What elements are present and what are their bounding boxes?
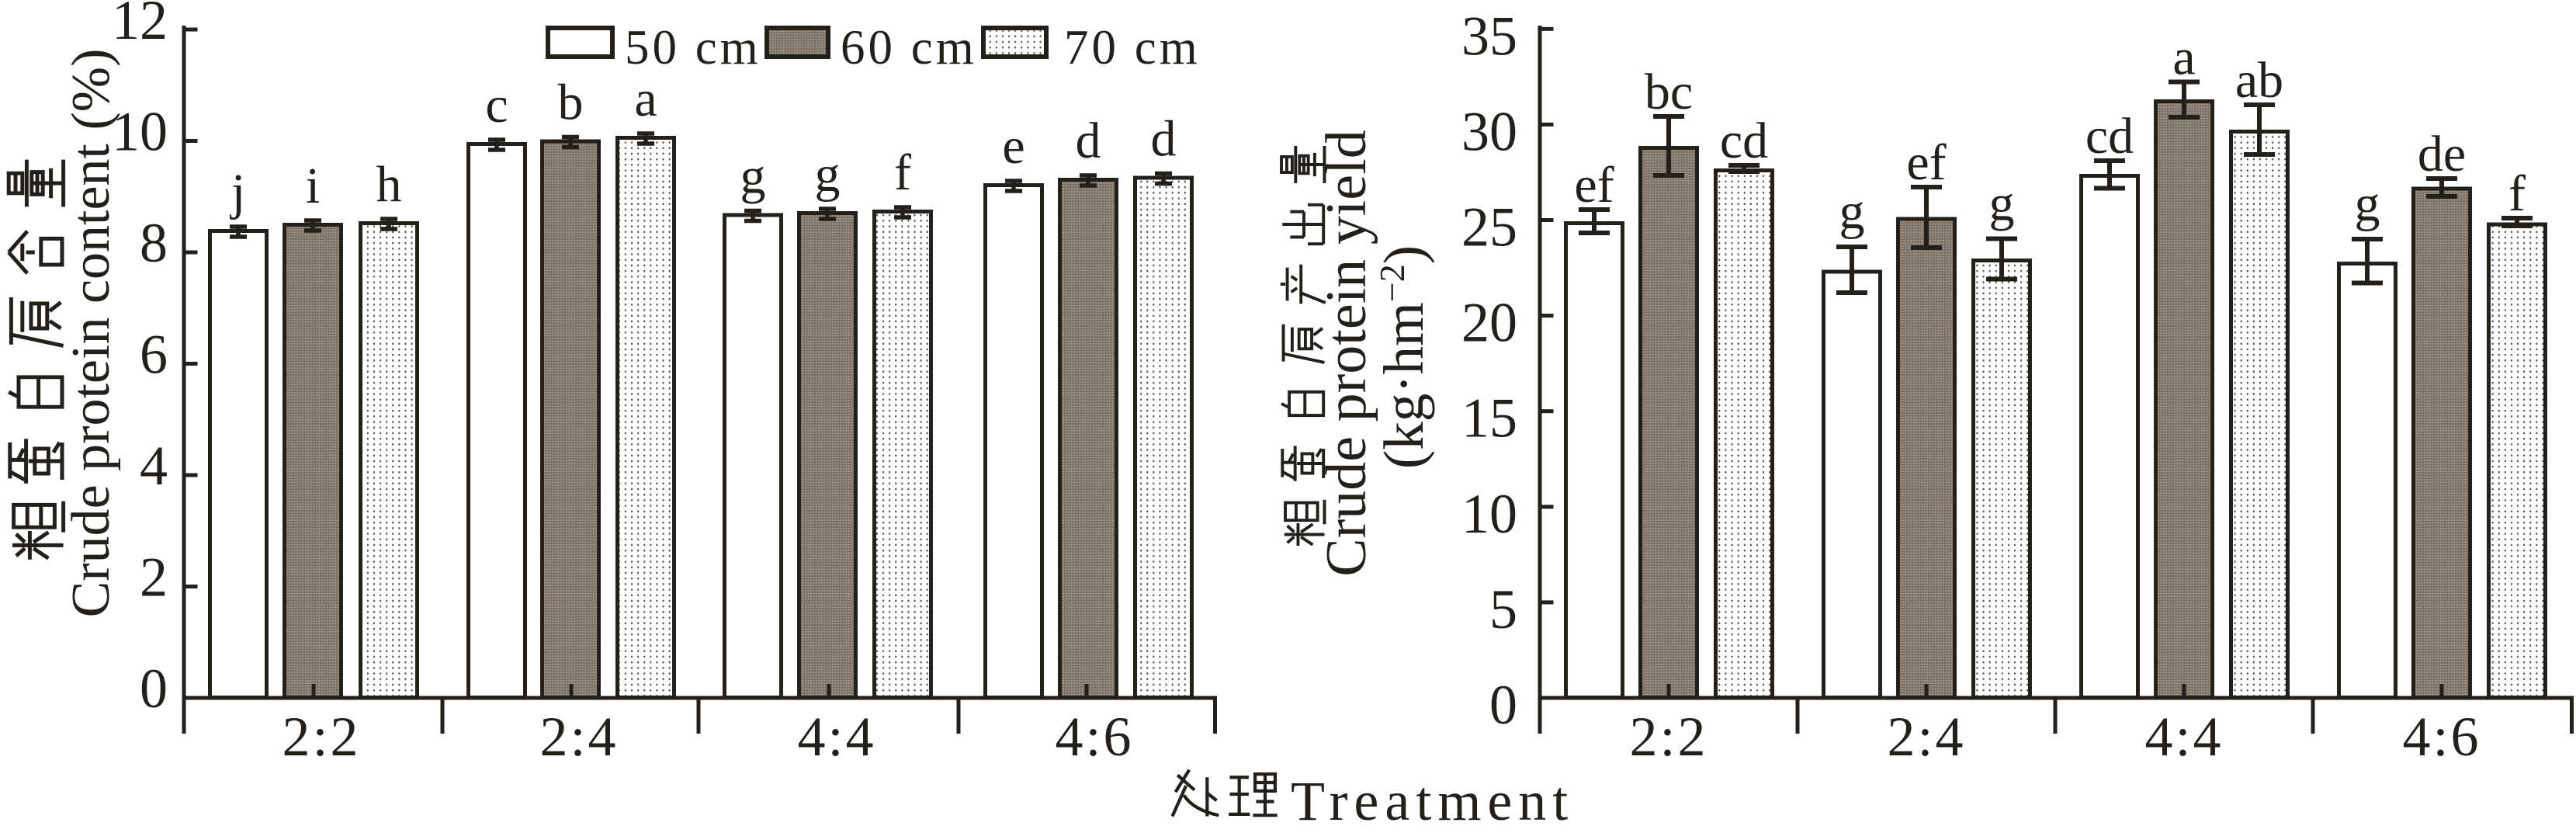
svg-text:2: 2 <box>140 547 168 609</box>
svg-text:cd: cd <box>1720 113 1768 169</box>
svg-text:15: 15 <box>1461 387 1517 449</box>
svg-text:4:4: 4:4 <box>2144 706 2223 768</box>
svg-text:c: c <box>485 77 508 134</box>
svg-text:4:4: 4:4 <box>797 706 875 768</box>
svg-text:30: 30 <box>1461 100 1517 162</box>
svg-text:ef: ef <box>1906 134 1946 191</box>
svg-text:0: 0 <box>1489 674 1517 736</box>
svg-text:i: i <box>306 158 320 214</box>
svg-text:ef: ef <box>1574 157 1614 213</box>
svg-text:20: 20 <box>1461 292 1517 354</box>
svg-text:8: 8 <box>140 212 168 274</box>
svg-text:de: de <box>2418 126 2466 182</box>
svg-text:4:6: 4:6 <box>2402 706 2481 768</box>
svg-text:70 cm: 70 cm <box>1064 20 1201 75</box>
svg-text:g: g <box>1989 175 2015 232</box>
svg-text:g: g <box>815 146 841 203</box>
svg-text:10: 10 <box>1461 483 1517 545</box>
svg-text:5: 5 <box>1489 578 1517 640</box>
svg-text:12: 12 <box>112 0 168 51</box>
svg-text:25: 25 <box>1461 196 1517 259</box>
svg-text:50 cm: 50 cm <box>625 20 761 75</box>
svg-text:Crude protein yield: Crude protein yield <box>1315 130 1378 576</box>
svg-text:g: g <box>740 148 766 205</box>
svg-text:d: d <box>1151 111 1177 168</box>
svg-text:b: b <box>558 75 584 131</box>
svg-text:2:4: 2:4 <box>1887 706 1965 768</box>
svg-text:(kg·hm−2): (kg·hm−2) <box>1372 245 1435 469</box>
svg-text:g: g <box>1839 183 1865 240</box>
svg-text:Crude protein content (%): Crude protein content (%) <box>61 49 121 618</box>
svg-text:2:2: 2:2 <box>1629 706 1708 768</box>
svg-text:4:6: 4:6 <box>1055 706 1133 768</box>
svg-text:j: j <box>230 164 245 220</box>
svg-text:d: d <box>1076 113 1101 169</box>
svg-text:2:2: 2:2 <box>282 706 360 768</box>
svg-text:60 cm: 60 cm <box>841 20 977 75</box>
svg-text:35: 35 <box>1461 5 1517 67</box>
svg-text:a: a <box>2172 30 2195 86</box>
svg-text:0: 0 <box>140 658 168 720</box>
svg-text:bc: bc <box>1645 64 1693 120</box>
svg-text:f: f <box>2508 165 2526 222</box>
svg-text:a: a <box>634 71 657 127</box>
svg-text:2:4: 2:4 <box>539 706 618 768</box>
svg-text:10: 10 <box>112 101 168 163</box>
svg-text:Treatment: Treatment <box>1291 770 1574 822</box>
svg-text:h: h <box>376 156 402 213</box>
svg-text:f: f <box>894 144 911 201</box>
svg-text:e: e <box>1002 118 1025 175</box>
svg-text:6: 6 <box>140 324 168 386</box>
svg-text:4: 4 <box>140 435 168 497</box>
svg-text:g: g <box>2355 175 2380 232</box>
svg-text:cd: cd <box>2085 108 2134 165</box>
svg-text:ab: ab <box>2235 52 2283 109</box>
